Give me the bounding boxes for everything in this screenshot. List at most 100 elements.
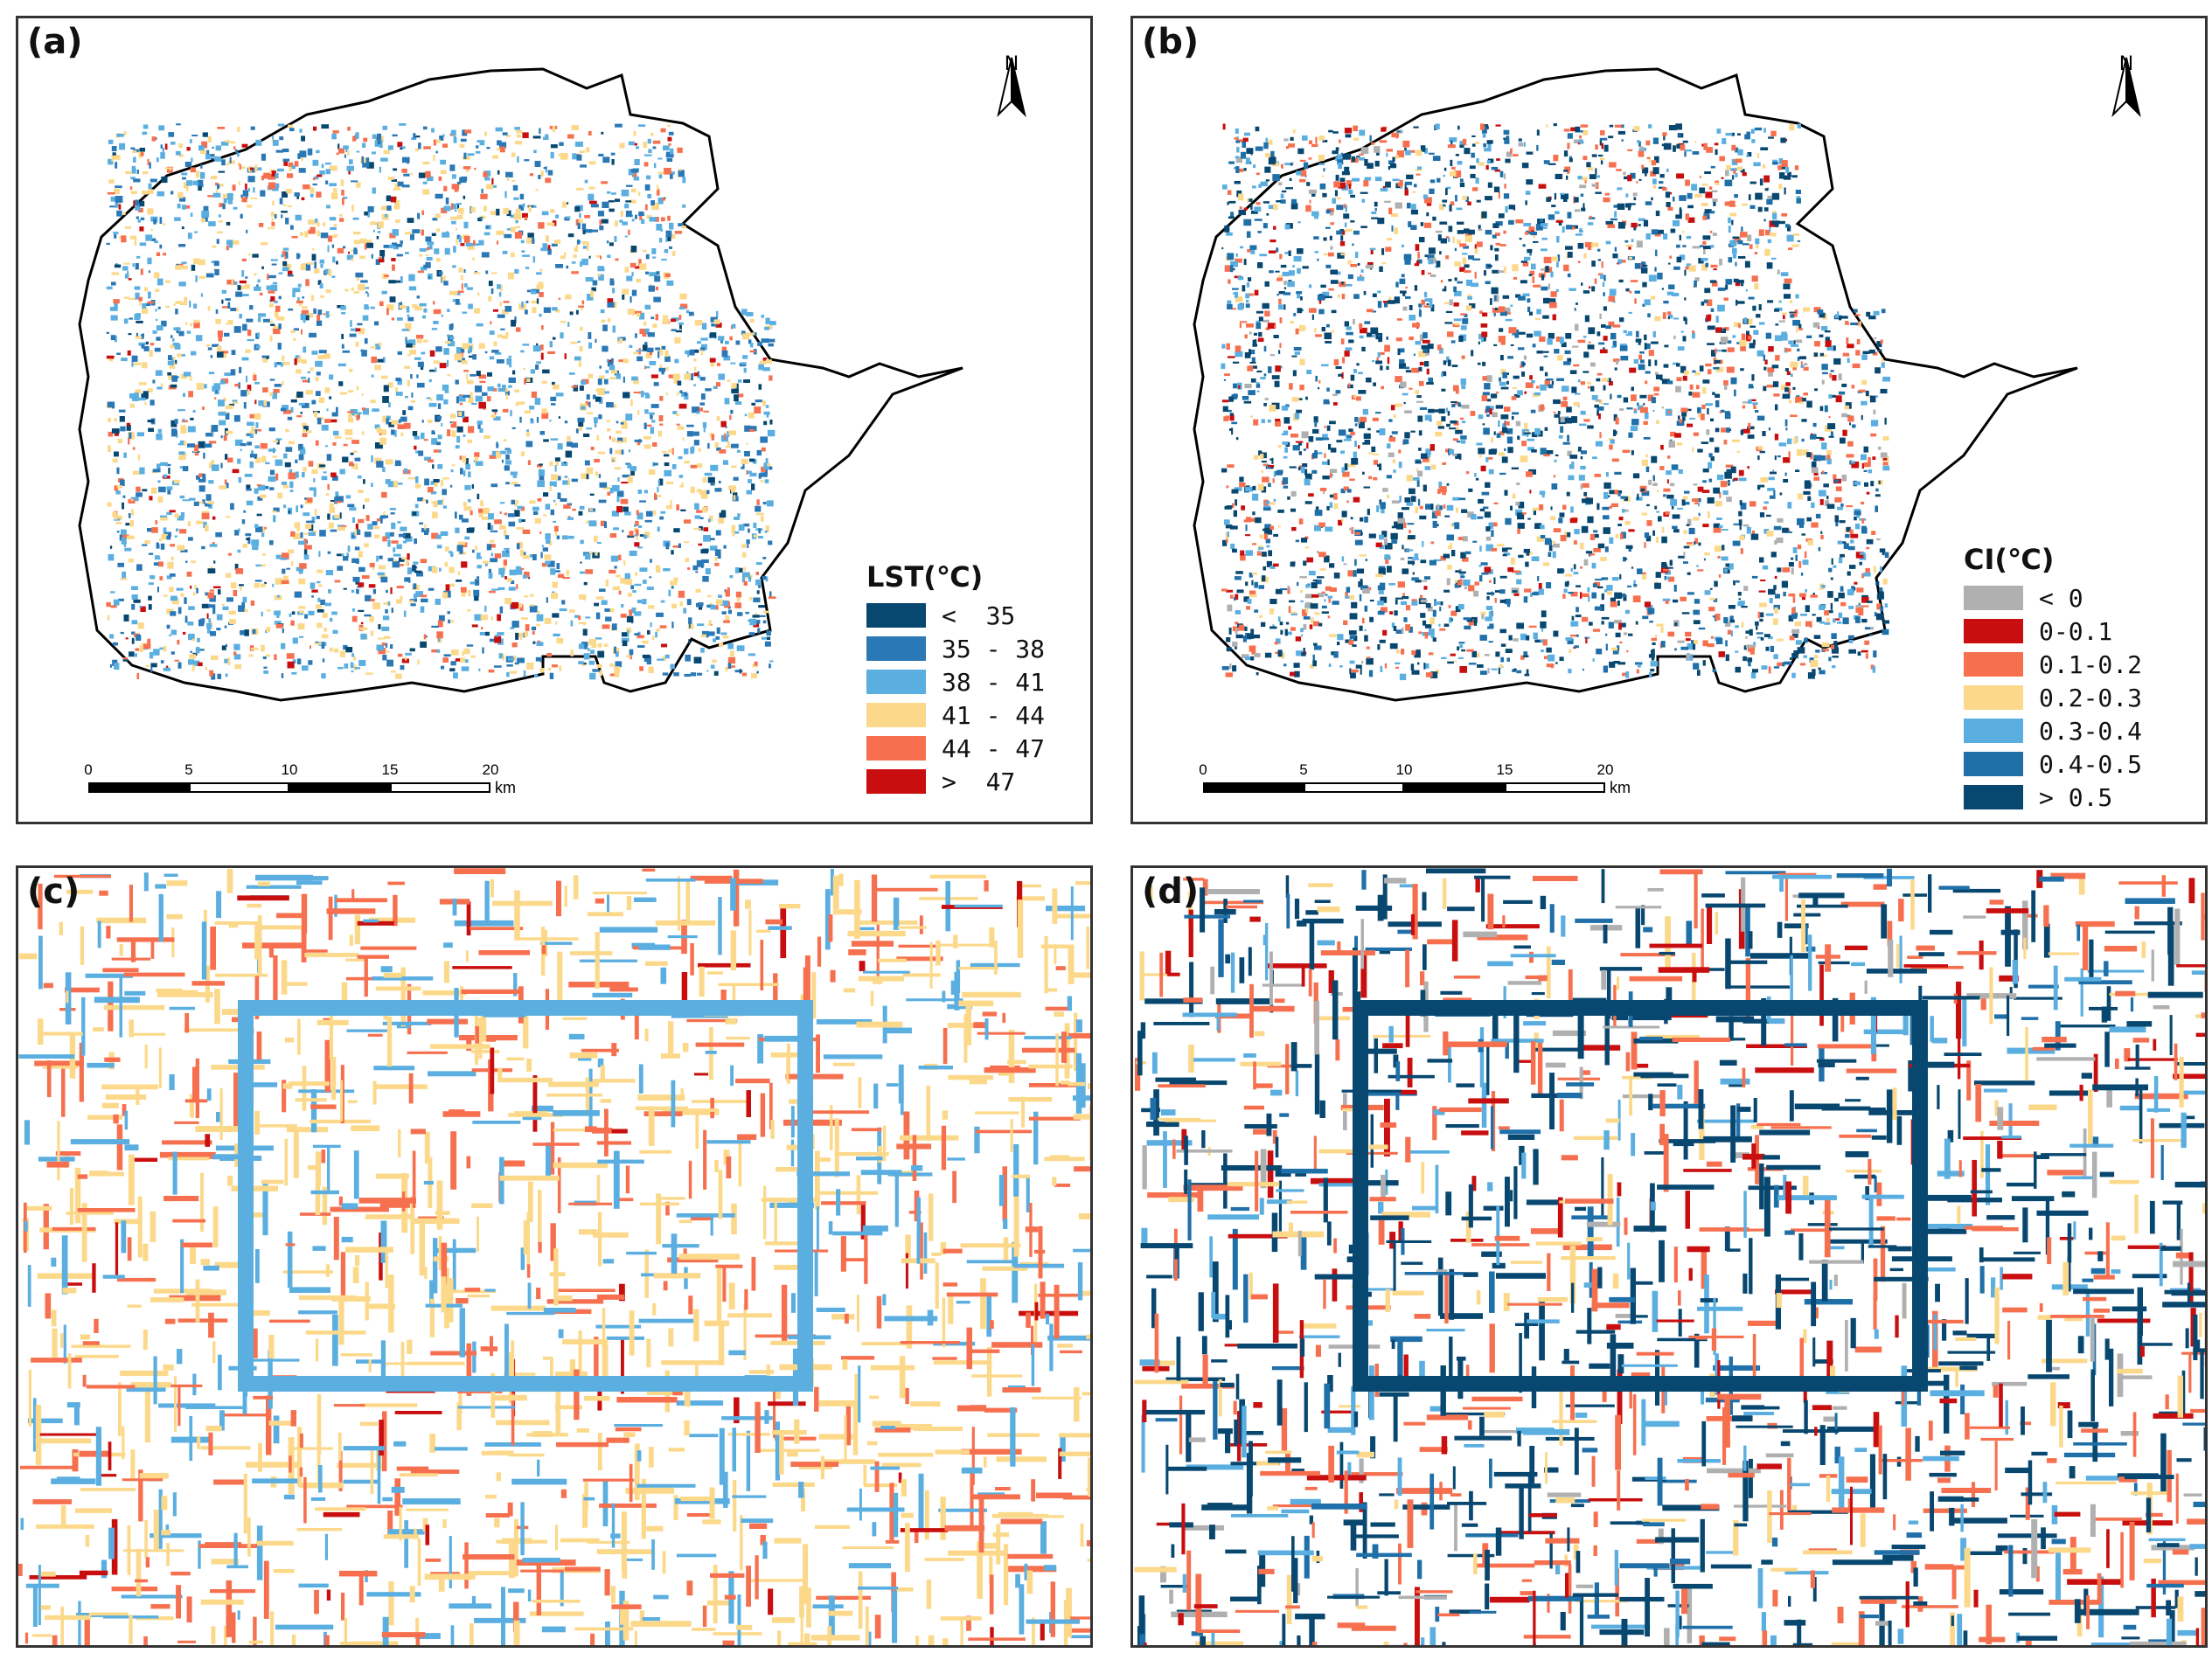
raster-patch bbox=[734, 394, 739, 402]
raster-patch bbox=[732, 531, 735, 537]
raster-patch bbox=[257, 496, 263, 501]
raster-patch bbox=[717, 554, 721, 559]
raster-patch bbox=[605, 370, 609, 373]
raster-patch bbox=[1459, 666, 1467, 673]
raster-patch bbox=[512, 475, 518, 478]
raster-patch bbox=[413, 583, 417, 590]
raster-patch bbox=[472, 549, 475, 553]
raster-patch bbox=[630, 653, 632, 660]
raster-patch bbox=[1648, 350, 1654, 357]
raster-patch bbox=[370, 599, 375, 602]
raster-patch bbox=[1612, 340, 1617, 348]
raster-patch bbox=[761, 447, 766, 452]
raster-patch bbox=[436, 649, 441, 653]
raster-patch bbox=[560, 332, 564, 339]
raster-patch bbox=[644, 531, 650, 538]
raster-patch bbox=[1783, 591, 1786, 597]
raster-patch bbox=[377, 231, 381, 233]
raster-patch bbox=[463, 506, 472, 511]
raster-patch bbox=[294, 358, 297, 365]
raster-patch bbox=[637, 645, 645, 648]
raster-patch bbox=[524, 378, 526, 385]
raster-patch bbox=[767, 338, 776, 343]
raster-patch bbox=[734, 602, 741, 608]
raster-patch bbox=[192, 180, 198, 185]
raster-patch bbox=[1464, 625, 1471, 630]
raster-patch bbox=[1723, 380, 1729, 385]
raster-patch bbox=[352, 135, 357, 142]
raster-patch bbox=[1861, 414, 1863, 420]
raster-patch bbox=[264, 526, 267, 530]
raster-patch bbox=[468, 590, 471, 597]
raster-patch bbox=[624, 235, 628, 238]
raster-patch bbox=[253, 374, 257, 381]
raster-patch bbox=[238, 181, 240, 185]
raster-patch bbox=[1535, 224, 1543, 231]
raster-patch bbox=[364, 614, 372, 617]
raster-patch bbox=[694, 320, 703, 326]
raster-patch bbox=[1459, 141, 1464, 149]
raster-patch bbox=[1684, 490, 1690, 494]
raster-patch bbox=[227, 320, 233, 323]
raster-patch bbox=[157, 191, 164, 197]
raster-patch bbox=[1832, 375, 1837, 381]
raster-patch bbox=[1506, 436, 1513, 444]
raster-patch bbox=[1245, 486, 1253, 492]
raster-patch bbox=[712, 659, 717, 663]
raster-patch bbox=[536, 614, 544, 622]
raster-patch bbox=[195, 170, 200, 178]
raster-patch bbox=[585, 616, 591, 619]
raster-patch bbox=[494, 411, 497, 415]
raster-patch bbox=[339, 213, 343, 217]
raster-patch bbox=[423, 339, 428, 343]
raster-patch bbox=[537, 611, 540, 615]
raster-patch bbox=[515, 632, 519, 640]
raster-patch bbox=[1529, 270, 1535, 275]
raster-patch bbox=[222, 606, 229, 610]
raster-patch bbox=[1740, 368, 1744, 372]
raster-patch bbox=[147, 301, 155, 304]
raster-patch bbox=[591, 644, 597, 649]
raster-patch bbox=[1685, 638, 1691, 642]
raster-patch bbox=[114, 485, 119, 491]
raster-patch bbox=[559, 665, 561, 671]
raster-patch bbox=[450, 661, 456, 666]
raster-patch bbox=[342, 350, 350, 353]
raster-patch bbox=[1308, 436, 1314, 442]
raster-patch bbox=[1654, 635, 1658, 638]
raster-patch bbox=[207, 568, 216, 573]
raster-patch bbox=[148, 189, 154, 194]
raster-patch bbox=[463, 221, 469, 229]
raster-patch bbox=[1630, 426, 1638, 432]
raster-patch bbox=[662, 672, 669, 676]
raster-patch bbox=[763, 610, 769, 614]
raster-patch bbox=[136, 320, 143, 323]
raster-patch bbox=[1321, 591, 1325, 594]
legend-swatch bbox=[866, 603, 926, 628]
raster-patch bbox=[460, 243, 465, 247]
raster-patch bbox=[1569, 157, 1573, 163]
raster-patch bbox=[1622, 672, 1628, 677]
raster-patch bbox=[159, 244, 163, 249]
raster-patch bbox=[139, 467, 145, 475]
raster-patch bbox=[273, 327, 281, 335]
raster-patch bbox=[758, 528, 762, 534]
raster-patch bbox=[165, 305, 170, 309]
raster-patch bbox=[1627, 330, 1632, 335]
raster-patch bbox=[1781, 331, 1787, 336]
raster-patch bbox=[1699, 176, 1701, 178]
raster-patch bbox=[153, 562, 159, 566]
raster-patch bbox=[624, 579, 633, 585]
raster-patch bbox=[1339, 177, 1346, 182]
raster-patch bbox=[181, 420, 188, 423]
raster-patch bbox=[1284, 224, 1290, 230]
raster-patch bbox=[1278, 182, 1283, 186]
raster-patch bbox=[639, 263, 647, 270]
raster-patch bbox=[638, 525, 643, 528]
raster-patch bbox=[765, 405, 769, 408]
raster-patch bbox=[1476, 442, 1483, 446]
raster-patch bbox=[111, 428, 120, 434]
raster-patch bbox=[240, 390, 247, 397]
raster-patch bbox=[591, 287, 596, 292]
raster-patch bbox=[1548, 214, 1555, 220]
